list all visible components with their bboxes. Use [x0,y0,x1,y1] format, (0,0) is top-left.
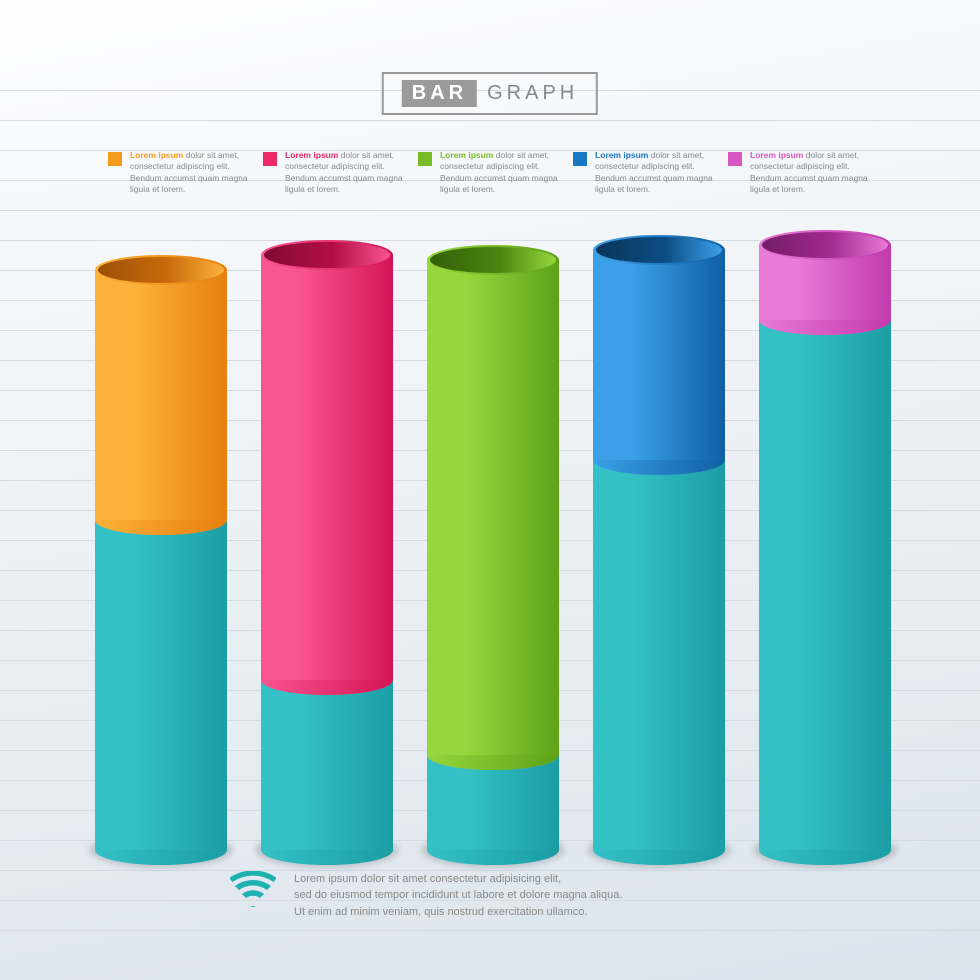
title-bar-word: BAR [402,80,477,107]
footer-text: Lorem ipsum dolor sit amet consectetur a… [294,871,622,921]
chart-title-box: BAR GRAPH [382,72,598,115]
footer-block: Lorem ipsum dolor sit amet consectetur a… [230,871,622,921]
legend-text: Lorem ipsum dolor sit amet, consectetur … [595,150,723,196]
wifi-icon [230,871,276,907]
legend-swatch [728,152,742,166]
legend-item: Lorem ipsum dolor sit amet, consectetur … [418,150,568,196]
legend-text: Lorem ipsum dolor sit amet, consectetur … [130,150,258,196]
legend-item: Lorem ipsum dolor sit amet, consectetur … [728,150,878,196]
legend-swatch [418,152,432,166]
legend-text: Lorem ipsum dolor sit amet, consectetur … [440,150,568,196]
cylinder-chart [95,240,895,850]
cylinder-bar [261,255,393,850]
title-graph-word: GRAPH [487,82,578,105]
legend-swatch [263,152,277,166]
legend-item: Lorem ipsum dolor sit amet, consectetur … [108,150,258,196]
legend-swatch [108,152,122,166]
legend-row: Lorem ipsum dolor sit amet, consectetur … [108,150,878,196]
legend-text: Lorem ipsum dolor sit amet, consectetur … [285,150,413,196]
cylinder-bar [95,270,227,850]
cylinder-bar [427,260,559,850]
legend-item: Lorem ipsum dolor sit amet, consectetur … [263,150,413,196]
legend-item: Lorem ipsum dolor sit amet, consectetur … [573,150,723,196]
legend-text: Lorem ipsum dolor sit amet, consectetur … [750,150,878,196]
cylinder-bar [759,245,891,850]
infographic-canvas: BAR GRAPH Lorem ipsum dolor sit amet, co… [0,0,980,980]
legend-swatch [573,152,587,166]
cylinder-bar [593,250,725,850]
